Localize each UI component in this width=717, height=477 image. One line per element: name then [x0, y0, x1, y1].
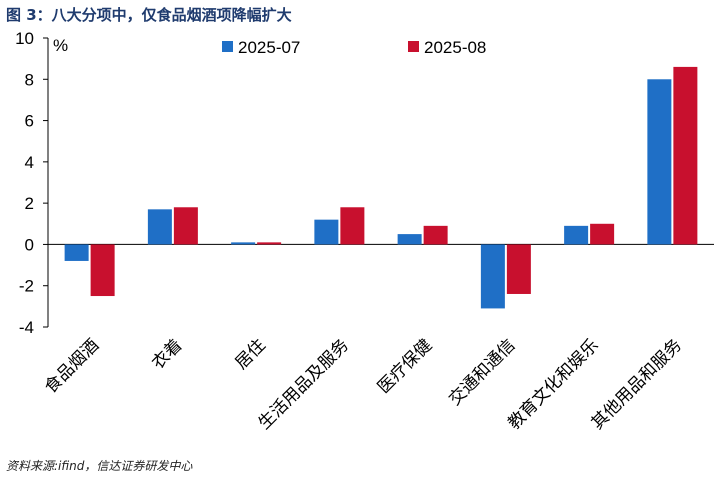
source-note: 资料来源:ifind，信达证券研发中心: [6, 459, 193, 473]
legend-label-1: 2025-07: [238, 38, 300, 57]
x-category-label: 其他用品和服务: [588, 335, 686, 433]
x-category-label: 居住: [231, 335, 269, 373]
bar-series-1: [480, 244, 505, 309]
y-tick-label: 0: [25, 235, 34, 254]
x-category-label: 衣着: [148, 335, 186, 373]
bar-series-2: [506, 244, 531, 294]
bar-series-2: [673, 66, 698, 245]
y-tick-label: 8: [25, 70, 34, 89]
bar-series-1: [147, 209, 172, 245]
bar-series-2: [173, 207, 198, 245]
legend-label-2: 2025-08: [424, 38, 486, 57]
y-tick-label: 4: [25, 153, 34, 172]
x-category-label: 生活用品及服务: [255, 335, 353, 433]
y-tick-label: 6: [25, 112, 34, 131]
bar-series-1: [564, 225, 589, 245]
bar-series-1: [231, 242, 256, 245]
bar-series-1: [64, 244, 89, 261]
bar-series-2: [423, 225, 448, 245]
bar-series-2: [340, 207, 365, 245]
figure-title: 图 3：八大分项中，仅食品烟酒项降幅扩大: [6, 6, 292, 24]
y-tick-label: -2: [19, 277, 34, 296]
x-category-label: 食品烟酒: [41, 335, 103, 397]
x-category-label: 医疗保健: [374, 335, 436, 397]
bar-series-1: [314, 219, 339, 245]
y-axis-unit-label: %: [53, 36, 68, 55]
bar-series-2: [90, 244, 115, 297]
bar-series-1: [647, 79, 672, 245]
legend-swatch-1: [222, 41, 233, 52]
y-tick-label: 2: [25, 194, 34, 213]
x-category-label: 交通和通信: [445, 335, 519, 409]
legend-swatch-2: [408, 41, 419, 52]
y-tick-label: 10: [15, 29, 34, 48]
bar-series-1: [397, 234, 422, 245]
y-tick-label: -4: [19, 318, 34, 337]
bar-series-2: [590, 223, 615, 245]
bar-series-2: [257, 242, 282, 245]
